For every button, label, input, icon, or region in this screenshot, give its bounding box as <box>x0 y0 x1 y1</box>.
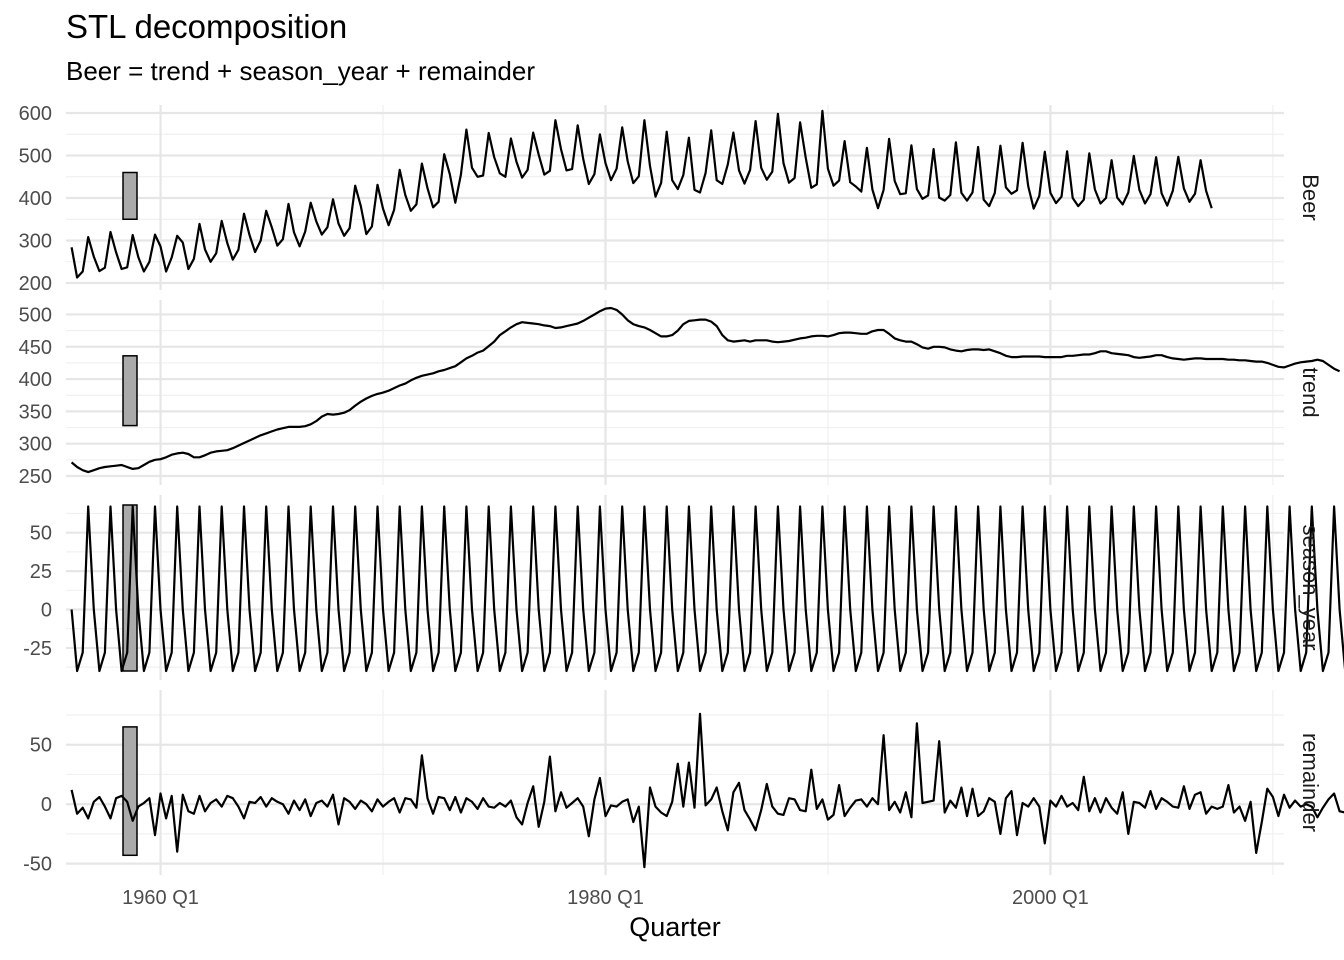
y-tick-label: 600 <box>19 103 52 125</box>
y-tick-label: 350 <box>19 401 52 423</box>
series-line-Beer <box>70 109 1213 279</box>
series-line-remainder <box>70 712 1344 869</box>
y-tick-label: 0 <box>41 794 52 816</box>
scale-bar <box>122 355 138 427</box>
y-tick-label: 50 <box>30 735 52 757</box>
chart-title: STL decomposition <box>66 8 348 45</box>
y-tick-label: 400 <box>19 369 52 391</box>
y-tick-label: 300 <box>19 231 52 253</box>
y-tick-label: 0 <box>41 600 52 622</box>
y-tick-label: 25 <box>30 561 52 583</box>
scale-bar <box>122 171 138 220</box>
facet-strip-label: season_year <box>1298 525 1323 651</box>
y-tick-label: 50 <box>30 523 52 545</box>
x-tick-label: 1960 Q1 <box>122 887 199 909</box>
y-tick-label: 250 <box>19 466 52 488</box>
series-line-season-year <box>70 505 1344 673</box>
y-tick-label: 300 <box>19 434 52 456</box>
y-tick-label: 500 <box>19 304 52 326</box>
y-tick-label: -50 <box>23 854 52 876</box>
series-line-trend <box>70 306 1341 474</box>
y-tick-label: -25 <box>23 638 52 660</box>
facet-strip-label: trend <box>1298 367 1323 417</box>
y-tick-label: 450 <box>19 337 52 359</box>
x-axis-label: Quarter <box>629 912 721 942</box>
x-tick-label: 2000 Q1 <box>1012 887 1089 909</box>
chart-subtitle: Beer = trend + season_year + remainder <box>66 56 536 86</box>
facet-strip-label: Beer <box>1298 174 1323 220</box>
facet-strip-label: remainder <box>1298 733 1323 832</box>
x-tick-label: 1980 Q1 <box>567 887 644 909</box>
y-tick-label: 400 <box>19 188 52 210</box>
y-tick-label: 500 <box>19 146 52 168</box>
scale-bar <box>122 726 138 857</box>
y-tick-label: 200 <box>19 273 52 295</box>
